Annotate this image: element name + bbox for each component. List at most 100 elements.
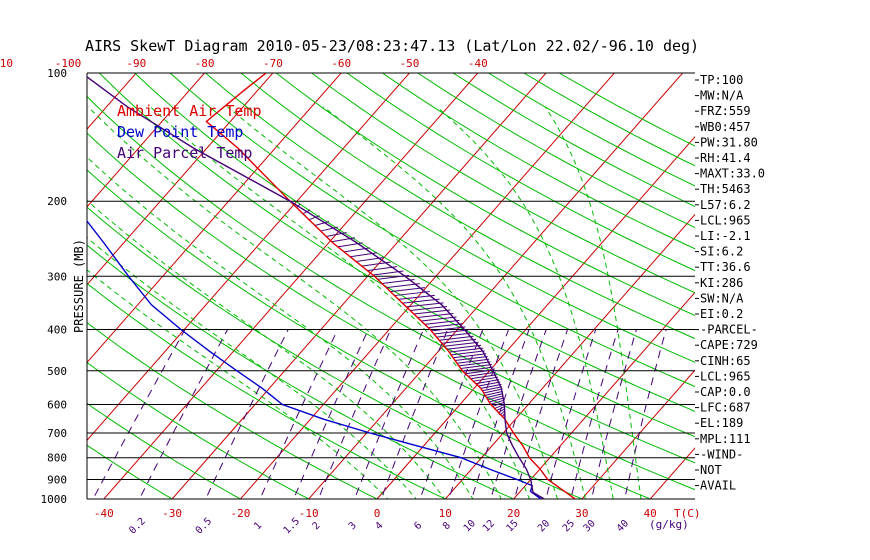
cape-hatch — [296, 203, 506, 419]
mixing-ratio-tick-label: 2 — [311, 520, 323, 532]
x-axis-unit-label: T(C) — [674, 507, 701, 520]
index-value: TH:5463 — [700, 182, 751, 196]
index-value: KI:286 — [700, 276, 743, 290]
mixing-ratio-unit-label: (g/kg) — [649, 518, 689, 531]
mixing-ratio-tick-label: 40 — [615, 518, 631, 534]
index-value: RH:41.4 — [700, 151, 751, 165]
isotherm-line — [239, 73, 616, 499]
isotherm-line — [0, 64, 8, 509]
index-value: MW:N/A — [700, 89, 744, 103]
mixing-ratio-tick-label: 30 — [582, 518, 598, 534]
bottom-temp-tick-label: 0 — [374, 507, 381, 520]
cape-hatch-line — [331, 237, 356, 243]
cape-hatch-line — [394, 291, 430, 297]
pressure-tick-label: 900 — [47, 474, 67, 487]
index-value: CAP:0.0 — [700, 385, 751, 399]
legend-entry: Air Parcel Temp — [117, 144, 252, 162]
moist-adiabat-line — [322, 106, 586, 499]
index-value: LFC:687 — [700, 401, 751, 415]
legend: Ambient Air Temp Dew Point Temp Air Parcel… — [117, 102, 262, 162]
cape-hatch-line — [467, 371, 496, 377]
mixing-ratio-tick-label: 1 — [252, 520, 264, 532]
pressure-tick-label: 600 — [47, 398, 67, 411]
isotherm-line — [87, 73, 274, 286]
cape-hatch-line — [410, 306, 447, 311]
cape-hatch-line — [421, 316, 457, 322]
cape-hatch-line — [492, 401, 505, 407]
mixing-ratio-line — [471, 329, 530, 499]
cape-hatch-line — [473, 376, 499, 382]
isotherm-line — [0, 64, 76, 509]
dry-adiabat-line — [382, 73, 695, 250]
mixing-ratio-tick-label: 0.5 — [194, 516, 215, 537]
top-temp-tick-label: -110 — [0, 57, 13, 70]
cape-hatch-line — [308, 215, 320, 221]
top-temp-tick-label: -40 — [468, 57, 488, 70]
bottom-temp-tick-label: 30 — [575, 507, 588, 520]
index-value: PW:31.80 — [700, 135, 758, 149]
cape-hatch-line — [406, 302, 444, 308]
moist-adiabat-line — [436, 106, 614, 499]
moist-adiabat-line — [544, 106, 642, 499]
cape-hatch-line — [487, 395, 504, 401]
cape-hatch-line — [451, 350, 485, 356]
isobar-lines — [86, 72, 695, 500]
cape-hatch-line — [326, 232, 347, 237]
index-value: -WIND- — [700, 447, 743, 461]
cape-hatch-line — [456, 358, 490, 364]
mixing-ratio-line — [293, 329, 369, 499]
dry-adiabat-line — [134, 73, 695, 412]
cape-hatch-line — [390, 287, 425, 293]
top-temp-tick-label: -50 — [400, 57, 420, 70]
mixing-ratio-line — [513, 329, 569, 499]
profile-series — [87, 73, 576, 499]
dry-adiabat-line — [346, 73, 695, 272]
cape-hatch-line — [490, 399, 505, 405]
cape-hatch-line — [320, 226, 339, 232]
index-value: FRZ:559 — [700, 104, 751, 118]
cape-hatch-line — [465, 369, 495, 375]
pressure-tick-label: 700 — [47, 427, 67, 440]
isotherm-line — [87, 73, 342, 364]
index-value: -PARCEL- — [700, 323, 758, 337]
dry-adiabat-line — [275, 73, 695, 317]
dry-adiabat-line — [87, 282, 447, 499]
chart-title: AIRS SkewT Diagram 2010-05-23/08:23:47.1… — [85, 37, 699, 55]
mixing-ratio-line — [570, 329, 619, 499]
y-axis-label: PRESSURE (MB) — [72, 239, 86, 333]
cape-hatch-line — [413, 309, 451, 315]
legend-entry: Dew Point Temp — [117, 123, 243, 141]
mixing-ratio-tick-label: 3 — [347, 520, 359, 532]
cape-hatch-line — [483, 388, 503, 394]
mixing-ratio-tick-label: 0.2 — [127, 516, 148, 537]
mixing-ratio-line — [545, 329, 597, 499]
index-value: NOT — [700, 463, 722, 477]
mixing-ratio-line — [419, 329, 484, 499]
index-value: L57:6.2 — [700, 198, 751, 212]
isotherm-line — [376, 135, 695, 499]
index-value: TP:100 — [700, 73, 743, 87]
legend-entry: Ambient Air Temp — [117, 102, 262, 120]
cape-hatch-line — [402, 298, 440, 304]
mixing-ratio-line — [380, 329, 449, 499]
mixing-ratio-tick-label: 6 — [412, 520, 424, 532]
dry-adiabat-line — [87, 321, 379, 499]
dry-adiabat-line — [240, 73, 695, 340]
background-lines — [0, 64, 695, 509]
index-value: MAXT:33.0 — [700, 167, 765, 181]
cape-hatch-line — [489, 397, 505, 403]
isotherm-line — [171, 73, 547, 499]
top-temp-tick-label: -80 — [195, 57, 215, 70]
dry-adiabat-line — [87, 244, 515, 499]
index-value: EI:0.2 — [700, 307, 743, 321]
dry-adiabat-line — [523, 73, 695, 167]
top-temp-tick-label: -60 — [331, 57, 351, 70]
mixing-ratio-tick-label: 12 — [481, 518, 497, 534]
mixing-ratio-line — [624, 329, 667, 499]
index-value: LI:-2.1 — [700, 229, 751, 243]
cape-hatch-line — [486, 393, 504, 399]
cape-hatch-line — [314, 220, 330, 226]
dry-adiabat-line — [87, 402, 242, 499]
cape-hatch-line — [446, 344, 482, 350]
